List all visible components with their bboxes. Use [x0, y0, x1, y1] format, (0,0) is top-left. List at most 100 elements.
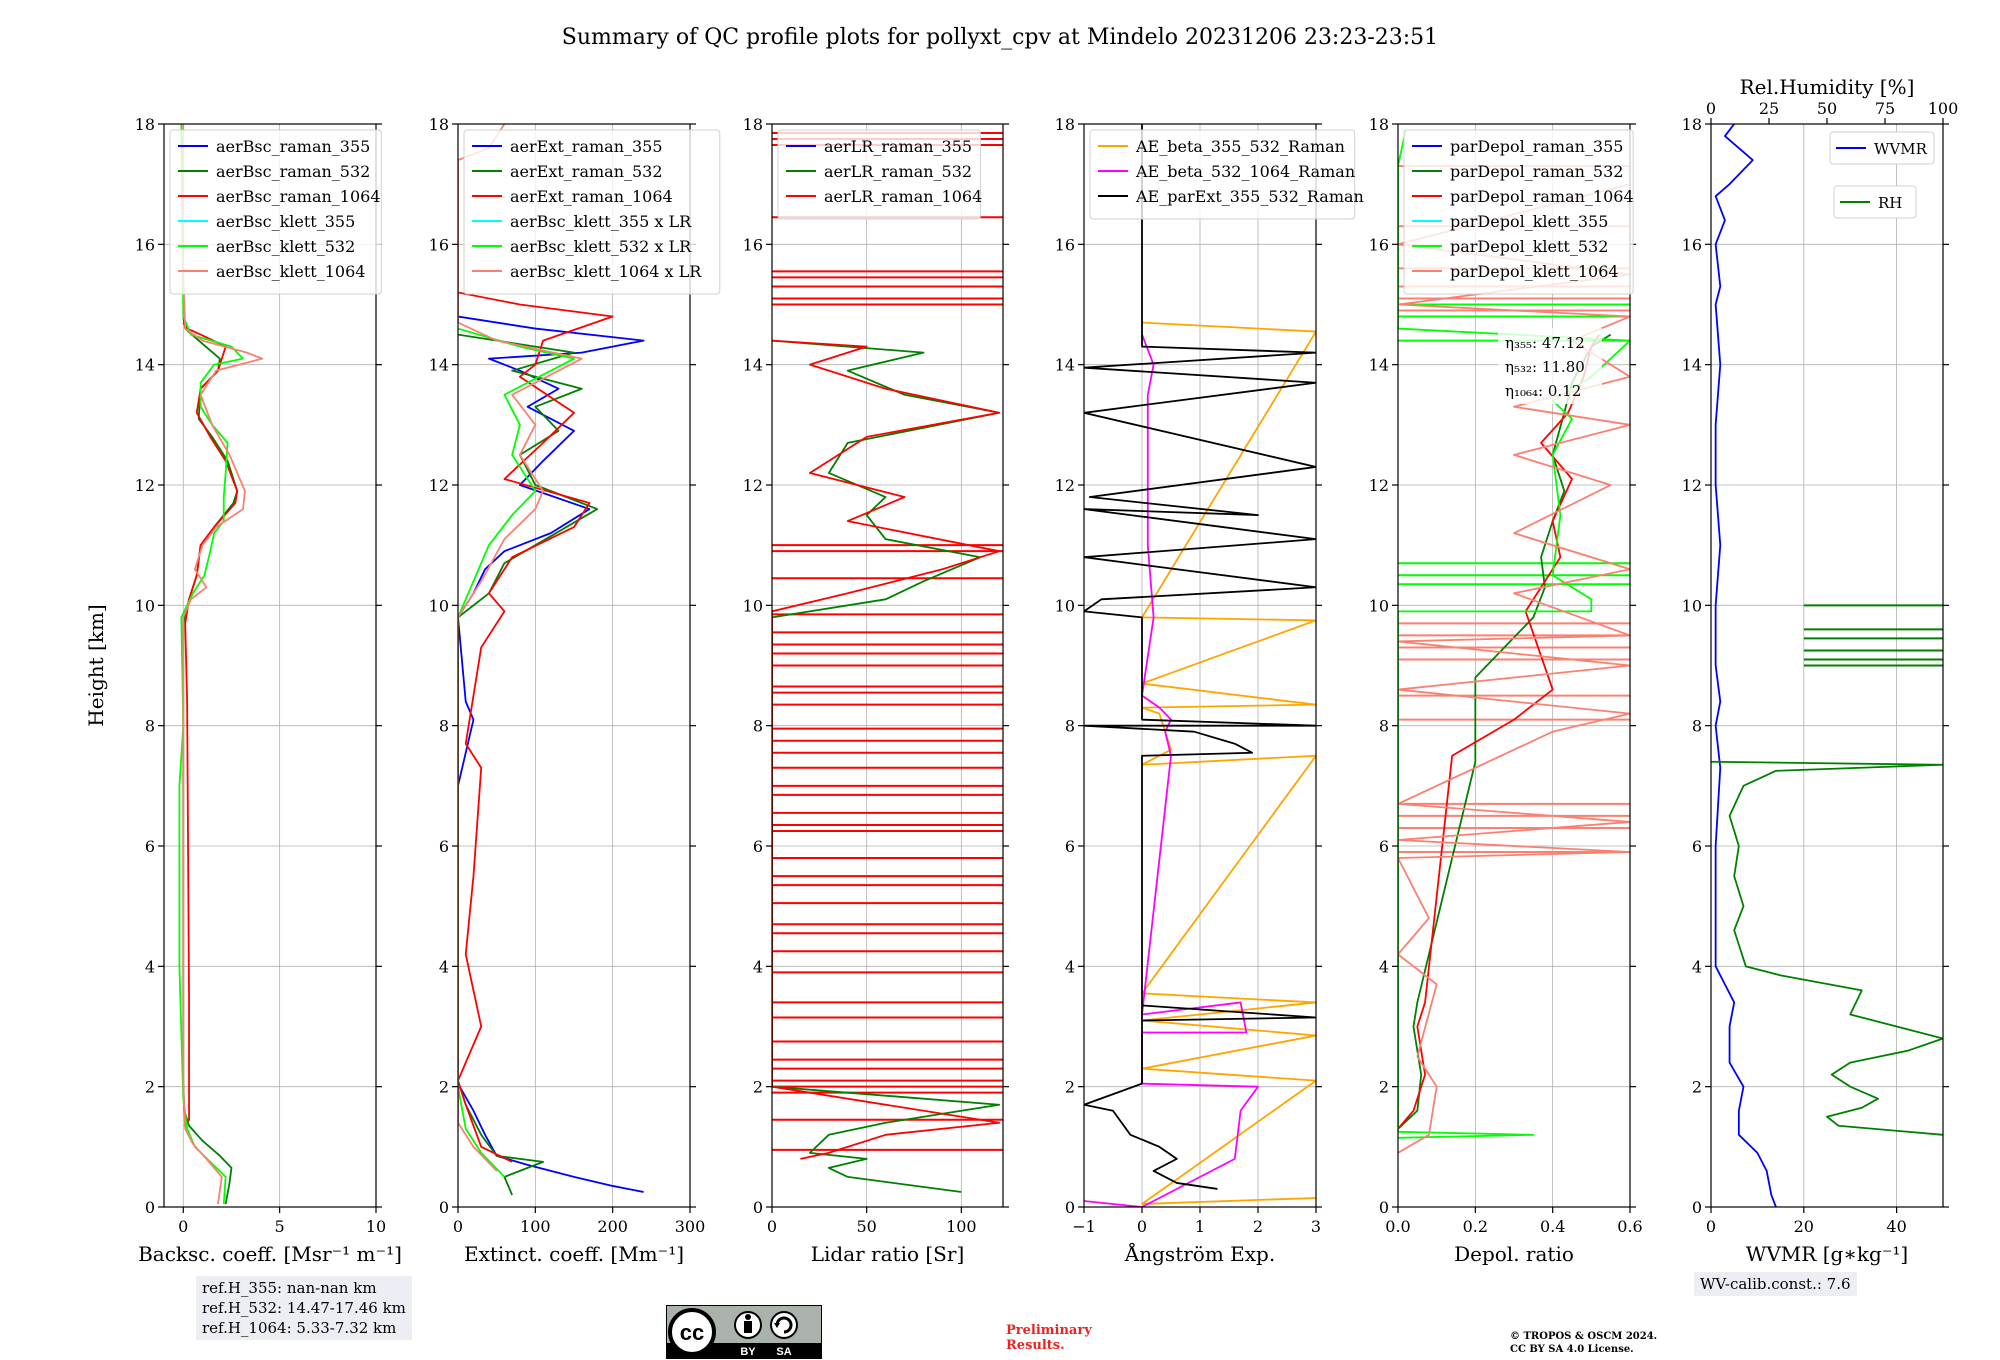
axes-frame: [457, 123, 691, 1208]
y-tick-label: 4: [439, 957, 449, 976]
y-tick-label: 12: [1682, 476, 1702, 495]
y-tick-label: 14: [1369, 356, 1389, 375]
y-tick-label: 10: [1055, 596, 1075, 615]
y-tick-label: 16: [1055, 235, 1075, 254]
axes-frame: [1397, 123, 1631, 1208]
y-tick-label: 12: [743, 476, 763, 495]
preliminary-line-1: Preliminary: [1006, 1323, 1092, 1338]
legend-label: parDepol_klett_532: [1450, 237, 1608, 256]
y-tick-label: 2: [439, 1078, 449, 1097]
legend-box: [463, 129, 721, 295]
legend-label: aerBsc_klett_532: [216, 237, 355, 256]
y-tick-label: 16: [135, 235, 155, 254]
x-tick-label: 10: [366, 1217, 386, 1236]
ref-height-532: ref.H_532: 14.47-17.46 km: [202, 1299, 406, 1317]
cc-icon: cc: [680, 1320, 704, 1345]
x-tick-label: 1: [1195, 1217, 1205, 1236]
top-x-axis-label: Rel.Humidity [%]: [1740, 75, 1915, 99]
x-tick-label: 0: [1706, 1217, 1716, 1236]
x-axis-label: Depol. ratio: [1454, 1242, 1574, 1266]
series-AE_beta_355_532_Raman: [1141, 321, 1316, 1205]
y-tick-label: 8: [1692, 717, 1702, 736]
x-axis-label: Extinct. coeff. [Mm⁻¹]: [464, 1242, 684, 1266]
y-tick-label: 4: [753, 957, 763, 976]
y-tick-label: 10: [429, 596, 449, 615]
y-tick-label: 10: [135, 596, 155, 615]
person-icon: [744, 1314, 752, 1333]
y-tick-label: 16: [429, 235, 449, 254]
ref-height-1064: ref.H_1064: 5.33-7.32 km: [202, 1319, 397, 1337]
series-aerBsc_klett_532: [178, 124, 244, 1205]
x-tick-label: 40: [1886, 1217, 1906, 1236]
x-tick-label: 0.6: [1617, 1217, 1642, 1236]
y-tick-label: 2: [145, 1078, 155, 1097]
y-tick-label: 8: [145, 717, 155, 736]
y-tick-label: 8: [1065, 717, 1075, 736]
x-tick-label: 0.4: [1540, 1217, 1565, 1236]
y-tick-label: 0: [753, 1198, 763, 1217]
y-tick-label: 2: [753, 1078, 763, 1097]
preliminary-notice: Preliminary Results.: [1006, 1323, 1092, 1353]
cc-by-label: BY: [740, 1346, 756, 1358]
series-parDepol_raman_1064: [1398, 334, 1600, 1130]
x-tick-label: 0.0: [1385, 1217, 1410, 1236]
y-axis-label: Height [km]: [84, 604, 108, 726]
legend-label: aerBsc_klett_1064 x LR: [510, 262, 702, 281]
ref-height-355: ref.H_355: nan-nan km: [202, 1279, 377, 1297]
y-tick-label: 18: [1682, 115, 1702, 134]
legend-box: [1403, 129, 1634, 295]
y-tick-label: 16: [743, 235, 763, 254]
panel-bsc: 0 2 4 6 8 10 12 14 16 18 0 5 10 Backsc. coeff. [Msr⁻¹…: [135, 115, 402, 1266]
x-tick-label: 5: [275, 1217, 285, 1236]
legend-wv: WVMR RH: [1829, 131, 1935, 219]
y-tick-label: 8: [1379, 717, 1389, 736]
legend-ext: aerExt_raman_355 aerExt_raman_532 aerExt_r…: [463, 129, 721, 295]
legend-label: parDepol_raman_355: [1450, 137, 1623, 156]
legend-label: parDepol_klett_355: [1450, 212, 1608, 231]
x-tick-label: 3: [1311, 1217, 1321, 1236]
top-x-tick-label: 25: [1759, 99, 1779, 118]
y-tick-label: 14: [429, 356, 449, 375]
x-tick-label: 0: [453, 1217, 463, 1236]
y-tick-label: 18: [429, 115, 449, 134]
y-tick-label: 6: [1692, 837, 1702, 856]
panel-depol: 0 2 4 6 8 10 12 14 16 18 0.0 0.2 0.4 0.6 Depol. ratio p…: [1369, 115, 1643, 1266]
y-tick-label: 18: [743, 115, 763, 134]
y-tick-label: 16: [1682, 235, 1702, 254]
legend-box: [1833, 185, 1917, 219]
plot-area-lr: [772, 132, 1003, 1193]
y-tick-label: 4: [1379, 957, 1389, 976]
y-tick-label: 10: [743, 596, 763, 615]
cc-sa-label: SA: [776, 1346, 791, 1358]
legend-label: aerLR_raman_1064: [824, 187, 982, 206]
series-aerBsc_klett_532 x LR: [458, 327, 575, 1178]
legend-label: parDepol_klett_1064: [1450, 262, 1619, 281]
y-tick-label: 2: [1065, 1078, 1075, 1097]
eta-value: η₅₃₂: 11.80: [1505, 358, 1585, 376]
y-tick-label: 10: [1369, 596, 1389, 615]
legend-label: parDepol_raman_1064: [1450, 187, 1634, 206]
plot-area-ae: [1084, 124, 1316, 1207]
y-tick-label: 16: [1369, 235, 1389, 254]
series-aerLR_raman_1064: [772, 339, 1001, 1160]
series-aerBsc_raman_532: [182, 316, 239, 1205]
x-tick-label: 100: [946, 1217, 977, 1236]
legend-label: aerExt_raman_1064: [510, 187, 673, 206]
legend-lr: aerLR_raman_355 aerLR_raman_532 aerLR_rama…: [777, 129, 982, 220]
x-axis-label: Ångström Exp.: [1124, 1241, 1275, 1266]
y-tick-label: 14: [135, 356, 155, 375]
x-tick-label: 0: [1137, 1217, 1147, 1236]
x-tick-label: 200: [597, 1217, 628, 1236]
y-tick-label: 18: [135, 115, 155, 134]
legend-label: aerBsc_raman_1064: [216, 187, 381, 206]
wv-calib-box: WV-calib.const.: 7.6: [1694, 1272, 1857, 1296]
y-tick-label: 4: [145, 957, 155, 976]
y-tick-label: 12: [1055, 476, 1075, 495]
x-tick-label: 100: [520, 1217, 551, 1236]
x-tick-label: 20: [1794, 1217, 1814, 1236]
series-WVMR: [1714, 124, 1777, 1207]
series-aerLR_raman_532: [772, 339, 1001, 1193]
legend-label: AE_beta_532_1064_Raman: [1135, 162, 1355, 181]
